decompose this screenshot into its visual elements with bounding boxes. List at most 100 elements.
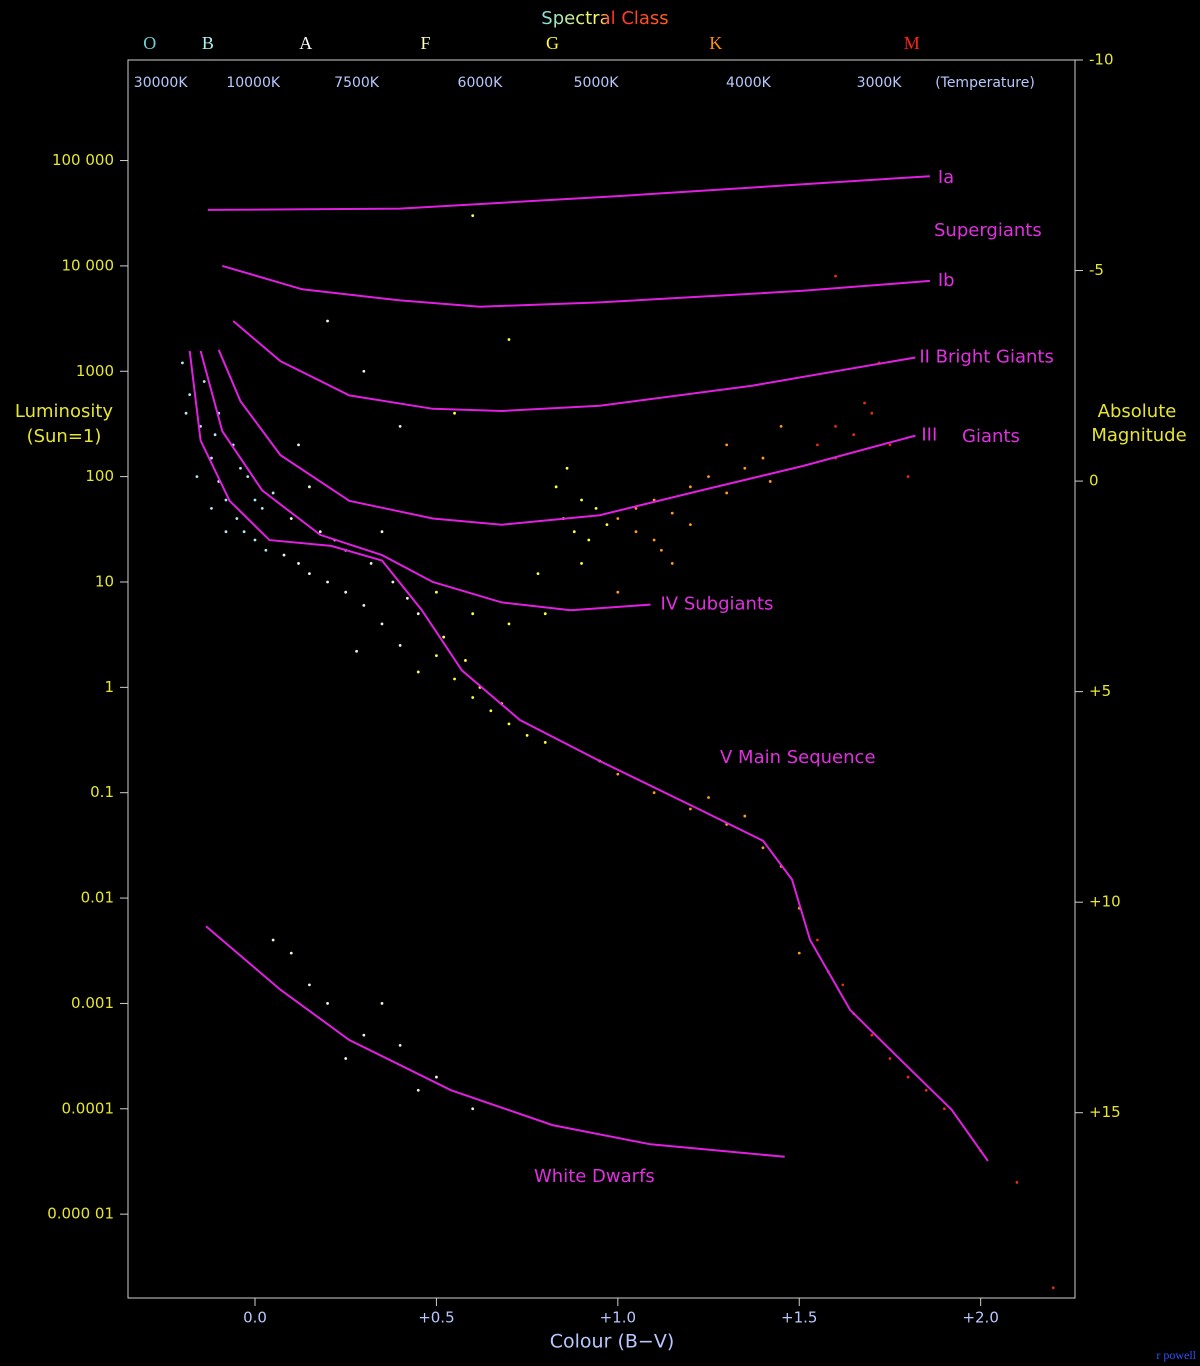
star-point	[471, 696, 475, 699]
star-point	[670, 562, 674, 565]
star-point	[906, 475, 910, 479]
star-point	[453, 677, 456, 681]
luminosity-class-curve	[188, 350, 989, 1162]
x-axis-label: Colour (B−V)	[550, 1331, 674, 1353]
star-point	[362, 1033, 366, 1037]
credit: r powell	[1156, 1348, 1196, 1362]
star-point	[634, 530, 638, 534]
star-point	[210, 456, 213, 460]
star-point	[362, 369, 366, 373]
star-point	[507, 622, 511, 626]
temperature-tick-label: 6000K	[458, 75, 504, 91]
star-point	[652, 791, 656, 795]
star-point	[398, 1043, 402, 1047]
star-point	[725, 491, 729, 495]
star-point	[507, 338, 511, 341]
star-point	[308, 983, 311, 987]
star-point	[543, 612, 547, 616]
y-tick-label: 100	[85, 467, 114, 485]
curve-label: White Dwarfs	[534, 1166, 655, 1187]
star-point	[224, 498, 228, 502]
temperature-tick-label: 7500K	[334, 75, 380, 91]
star-point	[616, 517, 620, 520]
star-point	[271, 491, 275, 495]
star-point	[489, 709, 493, 713]
y2-tick-label: +5	[1089, 682, 1111, 700]
star-point	[188, 393, 192, 397]
y-tick-label: 0.001	[71, 994, 114, 1012]
star-point	[707, 796, 710, 799]
star-point	[1015, 1181, 1019, 1184]
star-point	[888, 1057, 892, 1060]
annotation: Giants	[962, 426, 1020, 447]
star-point	[318, 530, 322, 534]
y2-tick-label: +15	[1089, 1103, 1121, 1121]
y2-tick-label: +10	[1089, 893, 1121, 911]
star-point	[297, 443, 300, 447]
star-point	[195, 475, 199, 479]
star-point	[308, 572, 311, 576]
star-point	[605, 523, 609, 527]
star-point	[391, 580, 395, 584]
y-axis-label: (Sun=1)	[27, 426, 102, 447]
star-point	[815, 443, 819, 447]
x-tick-label: +2.0	[962, 1309, 998, 1327]
star-point	[326, 319, 329, 323]
star-point	[344, 1057, 348, 1060]
star-point	[870, 1033, 874, 1037]
star-point	[271, 938, 275, 942]
star-point	[670, 511, 674, 515]
y2-tick-label: -10	[1089, 51, 1114, 69]
star-point	[398, 644, 402, 647]
star-point	[536, 572, 540, 576]
curve-label: Ia	[938, 167, 954, 188]
star-point	[202, 380, 206, 383]
star-point	[471, 1107, 475, 1111]
star-point	[707, 475, 710, 479]
star-point	[416, 612, 420, 616]
star-point	[464, 659, 467, 662]
star-point	[369, 562, 373, 565]
star-point	[841, 983, 845, 987]
curve-label: Ib	[938, 270, 955, 291]
y-tick-label: 1	[104, 678, 114, 696]
spectral-class-label: B	[202, 33, 214, 53]
star-point	[181, 361, 184, 365]
star-point	[725, 443, 729, 447]
star-point	[888, 443, 892, 447]
x-tick-label: 0.0	[243, 1309, 267, 1327]
star-point	[442, 635, 446, 639]
x-tick-label: +0.5	[418, 1309, 454, 1327]
star-point	[380, 530, 384, 534]
spectral-class-label: K	[709, 33, 722, 53]
star-point	[453, 411, 456, 415]
star-point	[761, 456, 765, 460]
star-point	[634, 506, 638, 510]
star-point	[213, 433, 217, 437]
y2-tick-label: 0	[1089, 472, 1099, 490]
curve-label: II Bright Giants	[919, 347, 1054, 368]
star-point	[282, 553, 286, 557]
star-point	[344, 590, 348, 594]
star-point	[380, 1002, 384, 1005]
star-point	[398, 424, 402, 428]
star-point	[246, 475, 250, 479]
x-tick-label: +1.5	[781, 1309, 817, 1327]
star-point	[863, 401, 866, 405]
star-point	[253, 498, 257, 502]
star-point	[768, 480, 772, 483]
star-point	[525, 733, 529, 737]
temperature-tick-label: 30000K	[134, 75, 189, 91]
star-point	[308, 485, 311, 489]
star-point	[416, 1088, 420, 1092]
star-point	[326, 1002, 329, 1005]
temperature-tick-label: 10000K	[226, 75, 281, 91]
y-tick-label: 10 000	[62, 256, 115, 274]
star-point	[580, 562, 583, 565]
x-tick-label: +1.0	[600, 1309, 636, 1327]
luminosity-class-curve	[199, 350, 651, 612]
spectral-class-label: O	[143, 33, 156, 53]
star-point	[264, 548, 268, 552]
